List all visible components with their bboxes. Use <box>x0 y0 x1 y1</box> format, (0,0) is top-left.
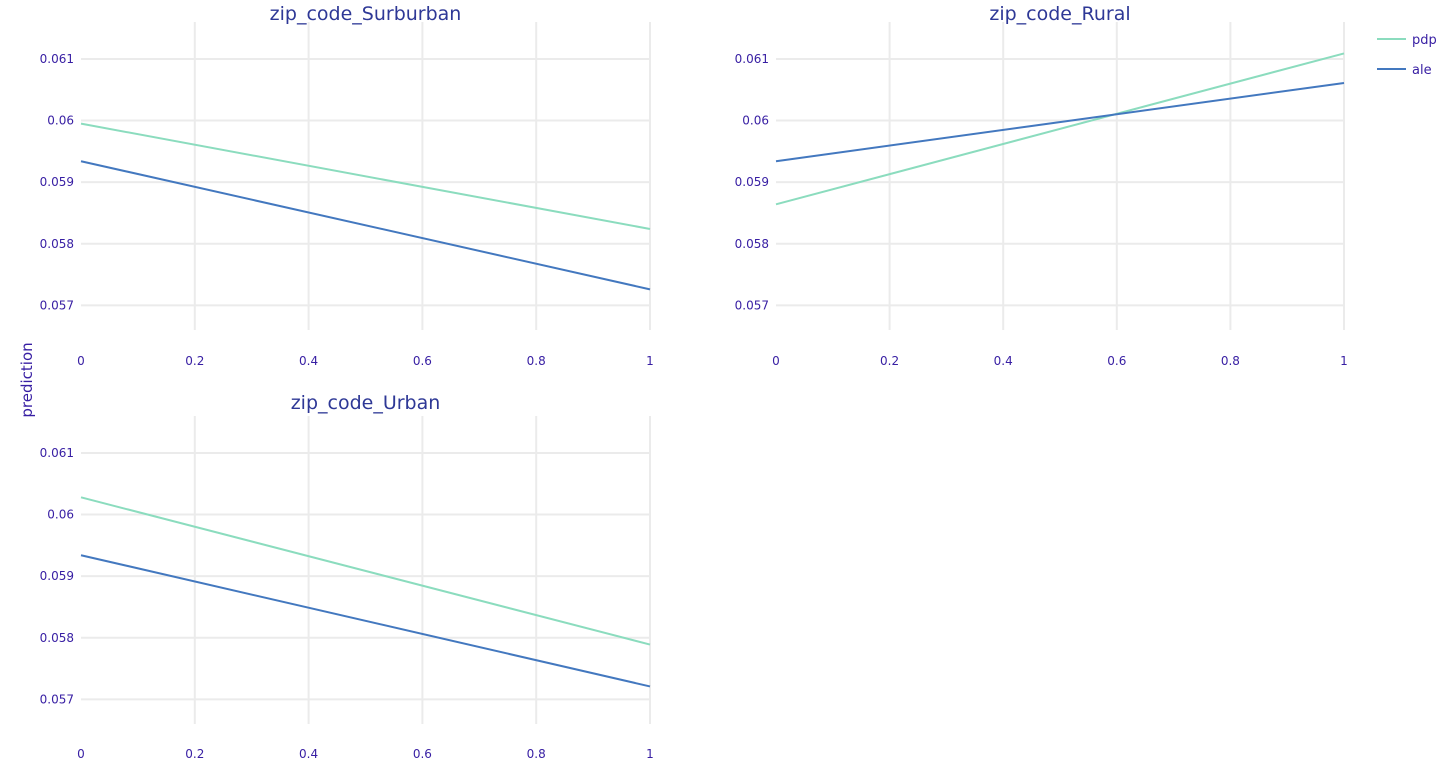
x-tick-label: 1 <box>646 747 654 761</box>
x-tick-label: 0.2 <box>185 354 204 368</box>
y-tick-label: 0.058 <box>735 237 769 251</box>
x-tick-label: 0.6 <box>413 354 432 368</box>
y-tick-label: 0.057 <box>735 298 769 312</box>
y-tick-label: 0.057 <box>40 298 74 312</box>
y-tick-label: 0.061 <box>40 52 74 66</box>
x-tick-label: 0 <box>77 747 85 761</box>
y-tick-label: 0.06 <box>47 114 74 128</box>
y-tick-label: 0.06 <box>742 114 769 128</box>
panel-1: zip_code_Rural 0 0.2 0.4 0.6 0.8 1 0.057 0.058 0.… <box>735 3 1348 368</box>
x-tick-label: 0.4 <box>299 747 318 761</box>
y-tick-label: 0.06 <box>47 508 74 522</box>
series-line-pdp <box>80 496 651 646</box>
panel-2: zip_code_Urban 0 0.2 0.4 0.6 0.8 1 0.057 0.058 0.… <box>40 392 654 761</box>
x-tick-label: 0.6 <box>413 747 432 761</box>
y-tick-label: 0.058 <box>40 631 74 645</box>
y-tick-label: 0.059 <box>735 175 769 189</box>
x-tick-label: 0.2 <box>185 747 204 761</box>
x-tick-label: 0 <box>77 354 85 368</box>
y-tick-label: 0.061 <box>735 52 769 66</box>
x-tick-label: 0.4 <box>299 354 318 368</box>
x-tick-label: 0.8 <box>1221 354 1240 368</box>
panel-title: zip_code_Surburban <box>270 3 462 25</box>
x-tick-label: 0.6 <box>1107 354 1126 368</box>
y-axis-label: prediction <box>18 342 36 417</box>
series-line-ale <box>775 81 1345 163</box>
y-tick-label: 0.058 <box>40 237 74 251</box>
panels: zip_code_Surburban 0 0.2 0.4 0.6 0.8 1 0.057 0.0… <box>40 3 1348 761</box>
x-tick-label: 0 <box>772 354 780 368</box>
x-tick-label: 1 <box>646 354 654 368</box>
x-tick-label: 0.8 <box>527 354 546 368</box>
y-tick-label: 0.057 <box>40 692 74 706</box>
x-tick-label: 0.4 <box>994 354 1013 368</box>
series-line-ale <box>80 160 651 291</box>
y-tick-label: 0.059 <box>40 569 74 583</box>
y-tick-label: 0.061 <box>40 446 74 460</box>
series-line-pdp <box>80 122 651 230</box>
legend-label-ale: ale <box>1412 63 1432 78</box>
series-line-pdp <box>775 52 1345 206</box>
panel-title: zip_code_Urban <box>291 392 441 414</box>
x-tick-label: 0.8 <box>527 747 546 761</box>
legend: pdp ale <box>1377 33 1437 78</box>
panel-title: zip_code_Rural <box>989 3 1130 25</box>
y-tick-label: 0.059 <box>40 175 74 189</box>
x-tick-label: 0.2 <box>880 354 899 368</box>
legend-label-pdp: pdp <box>1412 33 1437 48</box>
panel-0: zip_code_Surburban 0 0.2 0.4 0.6 0.8 1 0.057 0.0… <box>40 3 654 368</box>
x-tick-label: 1 <box>1340 354 1348 368</box>
series-line-ale <box>80 554 651 688</box>
